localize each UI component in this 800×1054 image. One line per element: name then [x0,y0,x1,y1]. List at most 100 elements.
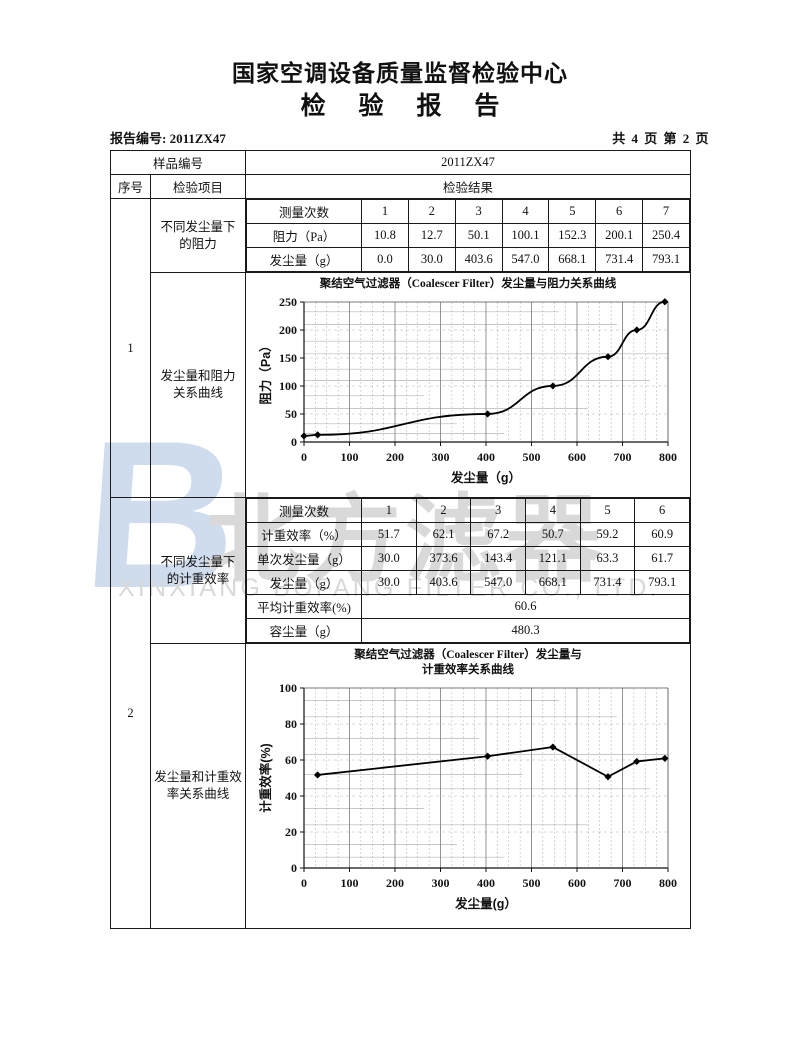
subtable-row-label: 阻力（Pa） [246,223,363,248]
row2-chart-cell: 聚结空气过滤器（Coalescer Filter）发尘量与 计重效率关系曲线 0… [245,643,692,929]
x-axis-label: 发尘量(g） [454,896,517,911]
row1-seq: 1 [110,198,151,498]
subtable-cell: 67.2 [470,522,526,547]
svg-text:500: 500 [523,450,541,464]
subtable-cell: 793.1 [642,247,691,272]
table-row-1b: 发尘量和阻力 关系曲线 聚结空气过滤器（Coalescer Filter）发尘量… [111,272,692,498]
subtable-cell: 731.4 [579,570,636,595]
svg-text:0: 0 [291,861,297,875]
svg-text:700: 700 [614,450,632,464]
svg-text:600: 600 [568,876,586,890]
subtable-col-header: 4 [524,498,581,523]
svg-text:0: 0 [301,876,307,890]
subtable-rowhead-label: 测量次数 [246,199,363,224]
svg-text:200: 200 [386,450,404,464]
subtable-col-header: 5 [579,498,636,523]
row2-data-cell: 测量次数 1 2 3 4 5 6 计重效率（%） 51.7 62.1 67.2 50.7 59.2 60.… [245,497,692,644]
svg-text:200: 200 [386,876,404,890]
svg-text:400: 400 [477,876,495,890]
table-row-summary: 容尘量（g） 480.3 [246,618,691,643]
subtable-col-header: 6 [595,199,644,224]
row1-item-curve: 发尘量和阻力 关系曲线 [149,272,247,498]
subtable-header-row: 测量次数 1 2 3 4 5 6 7 [246,199,691,224]
svg-text:0: 0 [301,450,307,464]
svg-text:100: 100 [341,450,359,464]
subtable-col-header: 3 [470,498,526,523]
svg-text:100: 100 [341,876,359,890]
subtable-col-header: 1 [361,498,417,523]
table-row-1a: 1 不同发尘量下 的阻力 测量次数 1 2 3 4 5 6 7 阻力（Pa） 10.8 12.7 50… [110,198,692,498]
subtable-cell: 403.6 [415,570,472,595]
svg-text:300: 300 [432,450,450,464]
subtable-cell: 793.1 [634,570,691,595]
subtable-cell: 250.4 [642,223,691,248]
subtable-cell: 731.4 [595,247,644,272]
summary-value: 480.3 [361,618,691,643]
subtable-cell: 50.1 [454,223,503,248]
subtable-cell: 547.0 [501,247,550,272]
subtable-cell: 668.1 [548,247,597,272]
subtable-row-label: 发尘量（g） [246,247,363,272]
subtable-cell: 200.1 [595,223,644,248]
subtable-col-header: 1 [361,199,409,224]
chart-2: 聚结空气过滤器（Coalescer Filter）发尘量与 计重效率关系曲线 0… [246,644,690,928]
subtable-cell: 50.7 [524,522,581,547]
svg-text:60: 60 [285,753,297,767]
svg-text:300: 300 [432,876,450,890]
table-row: 发尘量（g） 0.0 30.0 403.6 547.0 668.1 731.4 793.1 [246,247,691,272]
subtable-cell: 59.2 [579,522,636,547]
subtable-cell: 30.0 [361,570,417,595]
subtable-cell: 30.0 [361,546,417,571]
resistance-subtable: 测量次数 1 2 3 4 5 6 7 阻力（Pa） 10.8 12.7 50.1 100.1 152.3 2… [246,199,691,272]
table-row-sample: 样品编号 2011ZX47 [109,150,692,175]
subtable-cell: 0.0 [361,247,409,272]
page-title: 检 验 报 告 [300,92,513,120]
subtable-col-header: 6 [634,498,691,523]
subtable-col-header: 2 [407,199,456,224]
svg-text:80: 80 [285,717,297,731]
page-marker: 共 4 页 第 2 页 [612,131,710,146]
subtable-cell: 61.7 [634,546,691,571]
chart-2-title-line1: 聚结空气过滤器（Coalescer Filter）发尘量与 [354,649,582,661]
subtable-col-header: 7 [642,199,691,224]
subtable-cell: 62.1 [415,522,472,547]
svg-text:600: 600 [568,450,586,464]
x-axis-label: 发尘量（g） [450,470,521,485]
summary-label: 平均计重效率(%) [246,594,363,619]
subtable-row-label: 发尘量（g） [246,570,363,595]
svg-text:0: 0 [291,435,297,449]
subtable-cell: 143.4 [470,546,526,571]
subtable-rowhead-label: 测量次数 [246,498,363,523]
svg-text:800: 800 [659,876,677,890]
chart-1-svg: 0 50 100 150 200 250 0 100 200 300 400 500 600 700 800… [258,295,677,485]
table-row-2a: 2 不同发尘量下 的计重效率 测量次数 1 2 3 4 5 6 计重效率（%） 51.7 62.1… [110,497,692,929]
svg-text:500: 500 [523,876,541,890]
table-row-summary: 平均计重效率(%) 60.6 [246,594,691,619]
subtable-col-header: 5 [548,199,597,224]
table-row-headers: 序号 检验项目 检验结果 [110,174,692,199]
summary-value: 60.6 [361,594,691,619]
table-row: 阻力（Pa） 10.8 12.7 50.1 100.1 152.3 200.1 250.4 [246,223,691,248]
subtable-col-header: 4 [501,199,550,224]
table-row-2b: 发尘量和计重效 率关系曲线 聚结空气过滤器（Coalescer Filter）发… [111,643,692,929]
chart-1: 聚结空气过滤器（Coalescer Filter）发尘量与阻力关系曲线 0 50 1… [246,273,690,497]
table-row: 单次发尘量（g） 30.0 373.6 143.4 121.1 63.3 61.7 [246,546,691,571]
svg-text:20: 20 [285,825,297,839]
col-header-seq: 序号 [110,174,151,199]
subtable-cell: 100.1 [501,223,550,248]
chart-1-title: 聚结空气过滤器（Coalescer Filter）发尘量与阻力关系曲线 [319,278,617,290]
row2-item-efficiency: 不同发尘量下 的计重效率 [149,497,247,644]
table-row: 计重效率（%） 51.7 62.1 67.2 50.7 59.2 60.9 [246,522,691,547]
svg-text:250: 250 [279,295,297,309]
y-axis-label: 计重效率(%) [258,743,273,812]
svg-text:40: 40 [285,789,297,803]
svg-text:800: 800 [659,450,677,464]
subtable-col-header: 3 [454,199,503,224]
y-axis-label: 阻力（Pa） [258,339,273,404]
subtable-cell: 51.7 [361,522,417,547]
subtable-cell: 30.0 [407,247,456,272]
subtable-cell: 12.7 [407,223,456,248]
col-header-result: 检验结果 [245,174,692,199]
subtable-cell: 63.3 [579,546,636,571]
